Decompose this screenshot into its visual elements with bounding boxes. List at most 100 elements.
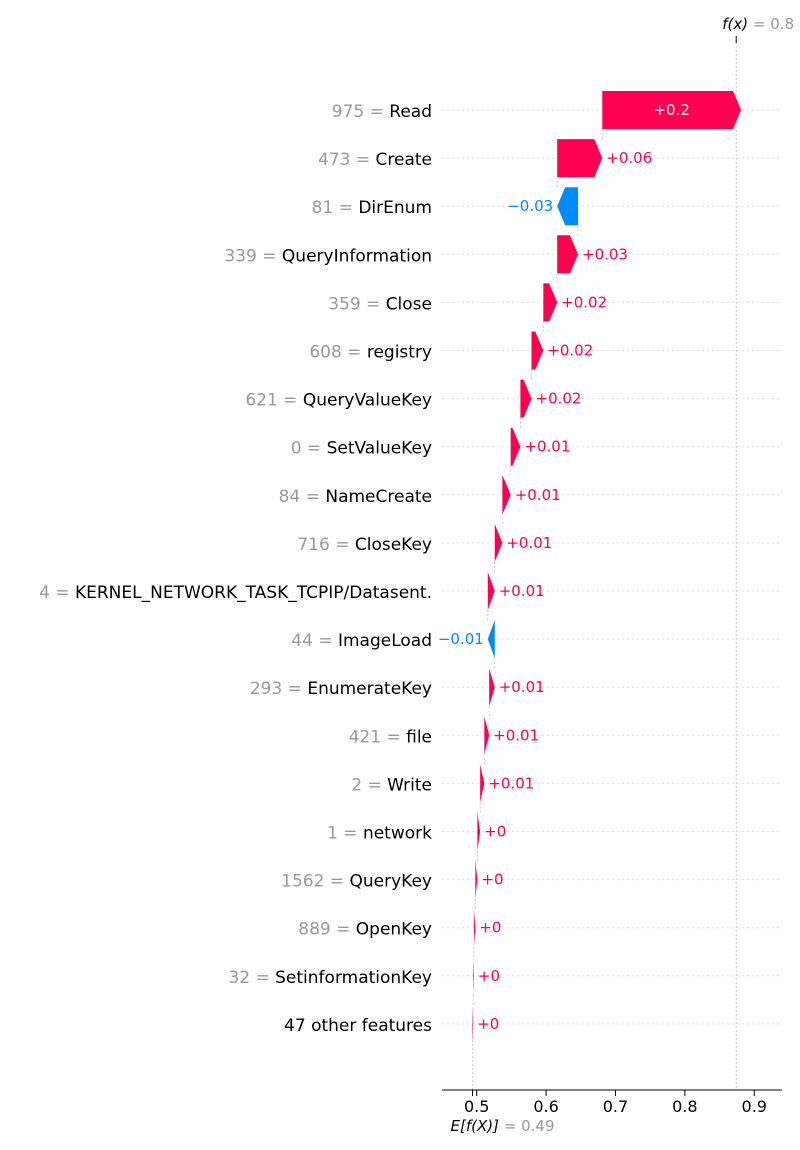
feature-value: 716 = [297, 535, 355, 555]
feature-label: 608 = registry [309, 343, 432, 363]
bar-positive [472, 1004, 474, 1043]
contribution-label: −0.01 [438, 630, 484, 648]
feature-label: 1 = network [327, 824, 432, 844]
feature-name: KERNEL_NETWORK_TASK_TCPIP/Datasent. [75, 583, 432, 603]
feature-value: 0 = [291, 439, 327, 459]
grid-layer [442, 109, 782, 1025]
feature-label: 4 = KERNEL_NETWORK_TASK_TCPIP/Datasent. [39, 583, 432, 603]
contribution-label: +0.01 [515, 486, 561, 504]
feature-name: CloseKey [355, 535, 432, 555]
bar-positive [531, 331, 544, 370]
feature-label: 421 = file [349, 727, 432, 747]
fx-annotation: f(x) = 0.8 [722, 15, 794, 33]
feature-label: 81 = DirEnum [312, 198, 432, 218]
contribution-label: +0.03 [582, 245, 628, 263]
contribution-label: +0 [484, 823, 506, 841]
feature-value: 44 = [291, 631, 338, 651]
feature-value: 1 = [327, 824, 363, 844]
bar-negative [557, 187, 578, 226]
contribution-label: +0.02 [561, 293, 607, 311]
bar-positive [473, 908, 476, 947]
bar-positive [502, 475, 511, 514]
bar-positive [489, 668, 495, 707]
feature-name: OpenKey [356, 920, 432, 940]
feature-label: 339 = QueryInformation [224, 246, 432, 266]
feature-value: 2 = [351, 775, 387, 795]
base-label: E[f(X)] [451, 1117, 500, 1135]
feature-value: 473 = [318, 150, 376, 170]
bar-negative [487, 620, 495, 659]
contribution-label: +0.01 [499, 582, 545, 600]
contribution-label: +0 [478, 967, 500, 985]
feature-value: 889 = [298, 920, 356, 940]
bar-positive [520, 379, 532, 418]
bar-positive [473, 956, 474, 995]
bar-positive [480, 764, 485, 803]
contribution-label: +0.01 [488, 774, 534, 792]
feature-label: 44 = ImageLoad [291, 631, 432, 651]
feature-label: 621 = QueryValueKey [245, 391, 432, 411]
feature-name: Close [386, 294, 432, 314]
feature-label: 47 other features [284, 1016, 432, 1036]
feature-label: 2 = Write [351, 775, 432, 795]
feature-value: 359 = [328, 294, 386, 314]
base-annotation: E[f(X)] = 0.49 [451, 1117, 555, 1135]
contribution-label: +0.01 [493, 726, 539, 744]
bar-positive [487, 572, 495, 610]
feature-value: 608 = [309, 343, 367, 363]
feature-value: 1562 = [281, 872, 349, 892]
base-value: = 0.49 [504, 1117, 555, 1135]
feature-label: 0 = SetValueKey [291, 439, 432, 459]
feature-name: EnumerateKey [307, 679, 432, 699]
bar-positive [602, 91, 742, 129]
feature-label: 32 = SetinformationKey [228, 968, 432, 988]
feature-name: DirEnum [358, 198, 432, 218]
feature-name: SetinformationKey [275, 968, 432, 988]
feature-value: 32 = [228, 968, 275, 988]
bar-positive [484, 716, 490, 755]
bar-positive [543, 283, 558, 322]
feature-label: 359 = Close [328, 294, 432, 314]
feature-value: 293 = [250, 679, 308, 699]
contribution-label: −0.03 [507, 197, 553, 215]
x-tick-label: 0.9 [742, 1097, 767, 1116]
bars-layer: +0.2 +0.06 −0.03 +0.03 +0.02 +0.02 +0.02 +0.01 +… [438, 91, 742, 1043]
contribution-label: +0 [477, 1015, 499, 1033]
feature-value: 339 = [224, 246, 282, 266]
feature-value: 421 = [349, 727, 407, 747]
contribution-label: +0.01 [499, 678, 545, 696]
x-axis: 0.5 0.6 0.7 0.8 0.9 [442, 1089, 782, 1116]
contribution-label: +0.02 [547, 342, 593, 360]
contribution-label: +0 [479, 919, 501, 937]
feature-name: file [406, 727, 432, 747]
fx-label: f(x) [722, 15, 748, 33]
feature-value: 84 = [279, 487, 326, 507]
contribution-label: +0.01 [524, 438, 570, 456]
feature-name: SetValueKey [327, 439, 432, 459]
feature-label: 889 = OpenKey [298, 920, 432, 940]
contribution-label: +0 [481, 871, 503, 889]
feature-label: 84 = NameCreate [279, 487, 432, 507]
feature-label: 975 = Read [332, 102, 432, 122]
feature-name: registry [367, 343, 432, 363]
feature-name: network [363, 824, 432, 844]
reference-lines [472, 36, 737, 1090]
x-tick-label: 0.5 [464, 1097, 489, 1116]
feature-name: 47 other features [284, 1016, 432, 1036]
contribution-label: +0.06 [606, 149, 652, 167]
feature-name: Create [376, 150, 433, 170]
contribution-label: +0.01 [506, 534, 552, 552]
fx-value: = 0.8 [753, 15, 794, 33]
contribution-label: +0.2 [653, 101, 689, 119]
feature-name: NameCreate [325, 487, 432, 507]
feature-name: QueryValueKey [303, 391, 432, 411]
x-tick-label: 0.6 [533, 1097, 558, 1116]
contribution-label: +0.02 [536, 390, 582, 408]
feature-label: 716 = CloseKey [297, 535, 432, 555]
feature-labels-layer: 975 = Read 473 = Create 81 = DirEnum 339 = … [39, 102, 432, 1036]
x-tick-label: 0.7 [603, 1097, 628, 1116]
bar-positive [557, 139, 603, 178]
feature-name: Write [387, 775, 432, 795]
feature-value: 81 = [312, 198, 359, 218]
